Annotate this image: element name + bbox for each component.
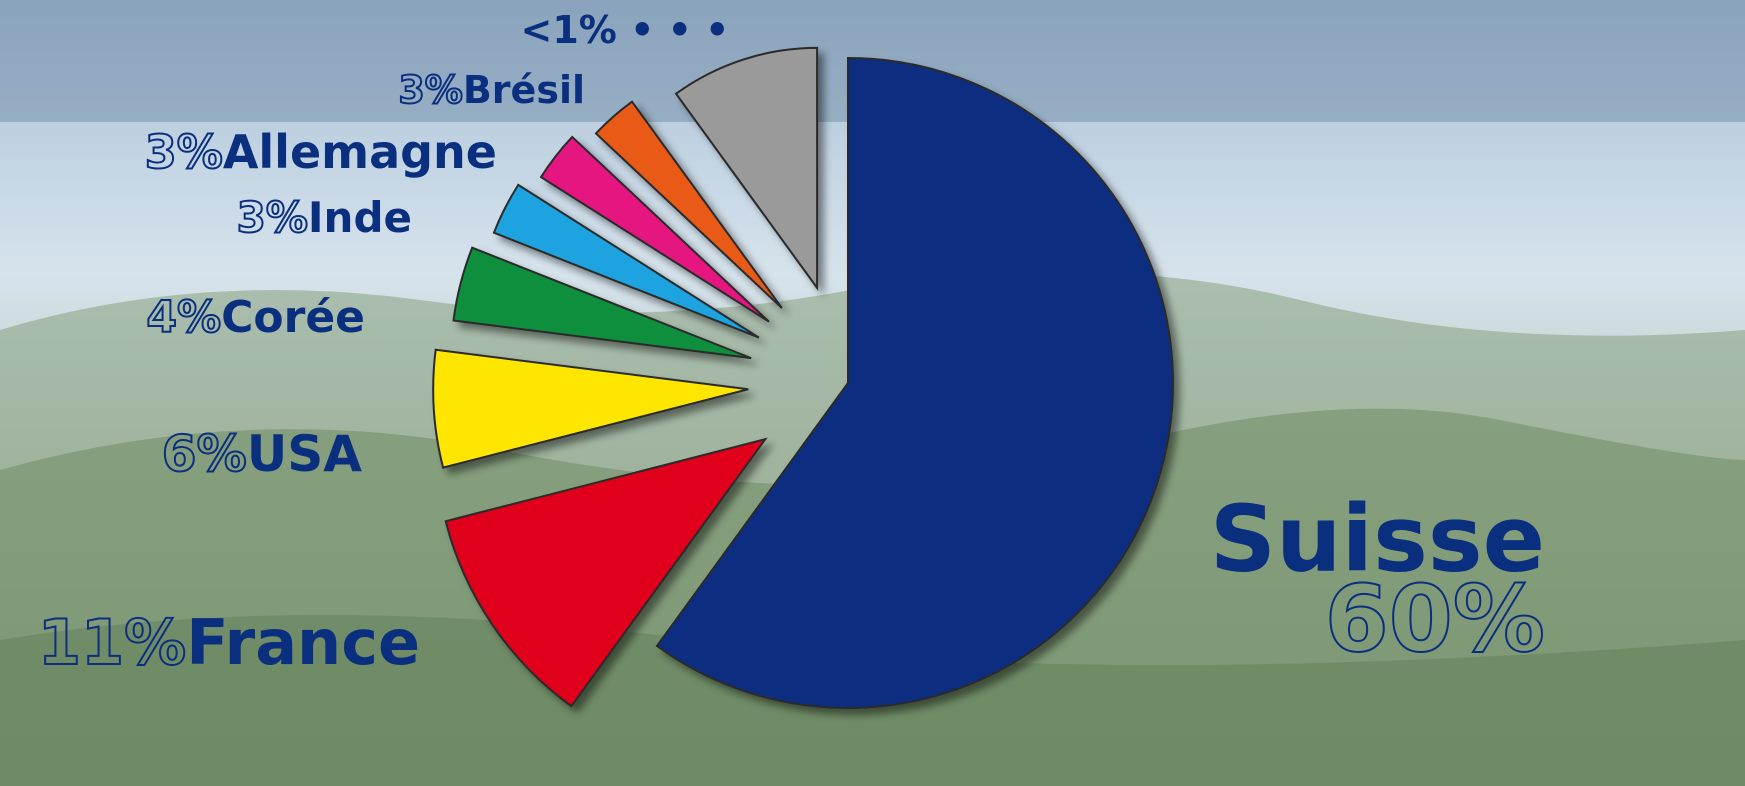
slice-label: 3%Inde (237, 193, 412, 242)
slice-label: 3%Brésil (398, 68, 585, 112)
pie-slice (432, 348, 749, 469)
slice-label: 3%Allemagne (145, 125, 497, 179)
pie-slice (452, 246, 752, 360)
category-label: Corée (221, 292, 365, 343)
value-label: 11% (38, 606, 186, 679)
value-label: 6% (162, 425, 247, 483)
pie (432, 46, 1174, 709)
value-label: 3% (398, 68, 463, 112)
category-label: Suisse (1210, 485, 1545, 592)
pie-slice (444, 437, 768, 708)
labels: Suisse60%11%France6%USA4%Corée3%Inde3%Al… (37, 8, 1546, 681)
value-label: 60% (1325, 565, 1545, 672)
pie-slice (539, 135, 770, 323)
category-label: Inde (308, 193, 412, 242)
value-label: 3% (145, 125, 223, 179)
slice-label: 4%Corée (146, 292, 365, 343)
category-label: Allemagne (223, 125, 497, 179)
category-label: USA (247, 425, 363, 483)
value-label: 4% (146, 292, 221, 343)
pie-slice (492, 183, 760, 339)
slice-label: <1% • • • (521, 8, 730, 52)
pie-slice (655, 56, 1174, 709)
pie-slice (594, 100, 783, 309)
category-label: France (186, 606, 420, 679)
category-label: <1% • • • (521, 8, 730, 52)
value-label: 3% (237, 193, 308, 242)
pie-slice (674, 46, 819, 291)
category-label: Brésil (463, 68, 585, 112)
slice-label: 11%France (38, 606, 420, 679)
slice-label: 6%USA (162, 425, 363, 483)
